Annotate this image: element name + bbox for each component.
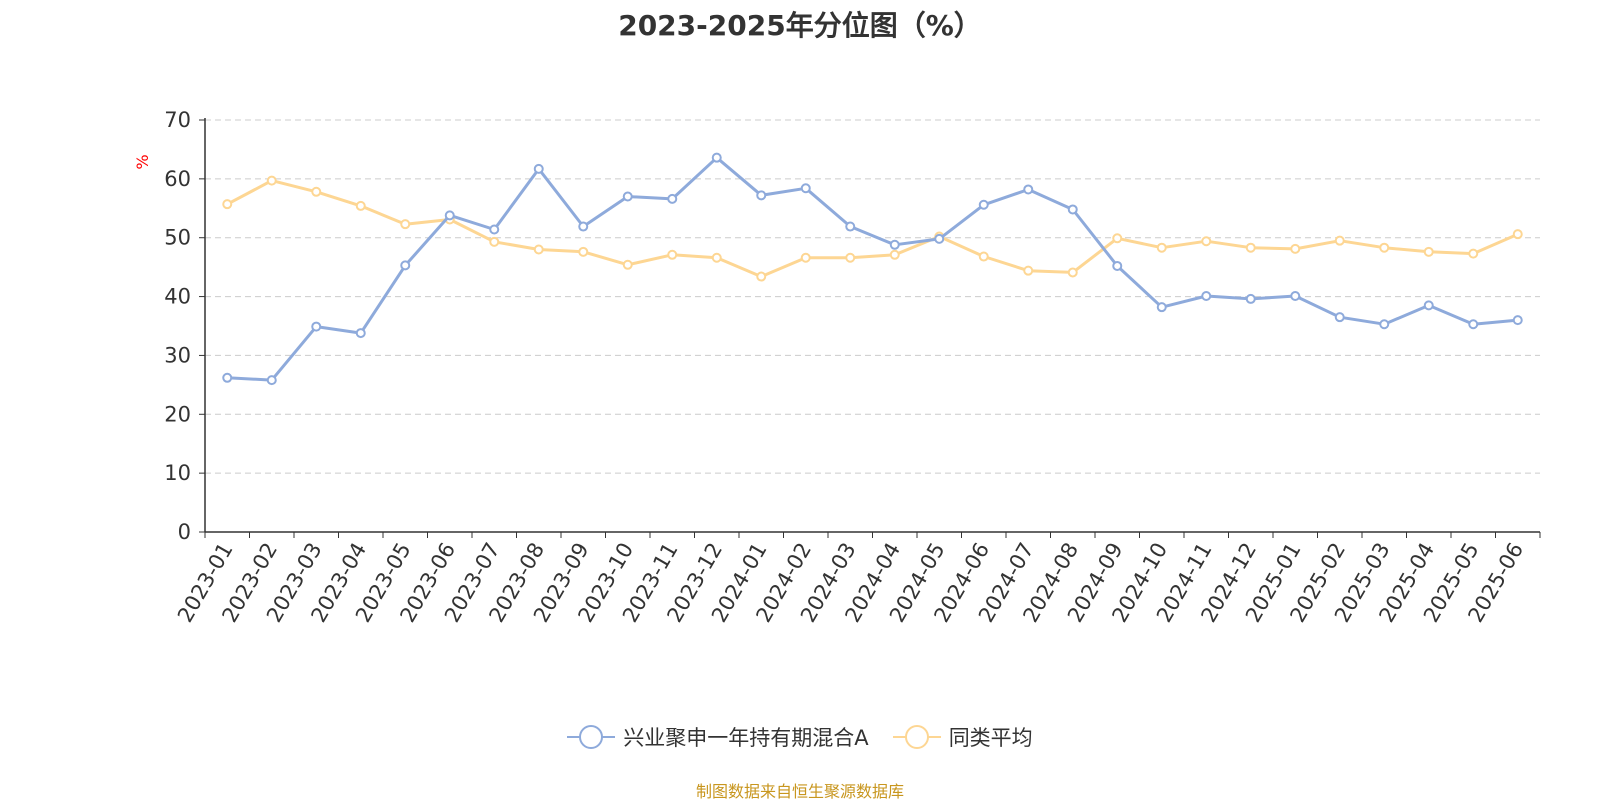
data-point-a	[845, 221, 856, 232]
data-point-a	[978, 199, 989, 210]
data-point-b	[355, 200, 366, 211]
legend-label-series-a: 兴业聚申一年持有期混合A	[623, 726, 869, 750]
data-point-a	[578, 221, 589, 232]
y-tick-label: 10	[164, 461, 191, 485]
data-point-a	[622, 191, 633, 202]
data-point-a	[533, 163, 544, 174]
data-point-a	[889, 239, 900, 250]
data-point-b	[1512, 229, 1523, 240]
data-point-b	[889, 249, 900, 260]
data-point-b	[756, 271, 767, 282]
data-point-a	[934, 233, 945, 244]
y-tick-label: 20	[164, 402, 191, 426]
data-point-a	[756, 190, 767, 201]
data-point-b	[1290, 243, 1301, 254]
data-point-b	[1379, 242, 1390, 253]
data-point-a	[1468, 319, 1479, 330]
data-point-b	[800, 252, 811, 263]
data-point-b	[489, 236, 500, 247]
data-point-b	[266, 175, 277, 186]
chart-title: 2023-2025年分位图（%）	[618, 9, 982, 42]
data-point-b	[978, 251, 989, 262]
series-line-b	[226, 179, 1519, 279]
data-point-b	[845, 252, 856, 263]
data-point-b	[622, 259, 633, 270]
data-point-a	[489, 224, 500, 235]
data-point-b	[1156, 242, 1167, 253]
data-point-b	[1245, 242, 1256, 253]
data-point-a	[1156, 302, 1167, 313]
legend-marker-series-a	[567, 725, 616, 749]
data-point-a	[311, 321, 322, 332]
data-point-a	[1067, 204, 1078, 215]
y-tick-label: 40	[164, 285, 191, 309]
data-point-b	[1023, 265, 1034, 276]
data-point-b	[1423, 246, 1434, 257]
data-point-a	[222, 372, 233, 383]
legend: 兴业聚申一年持有期混合A 同类平均	[0, 722, 1600, 752]
series-line-a	[227, 156, 1518, 382]
data-point-b	[1468, 248, 1479, 259]
data-point-a	[667, 193, 678, 204]
data-point-b	[578, 246, 589, 257]
data-point-a	[711, 152, 722, 163]
legend-label-series-b: 同类平均	[948, 726, 1033, 750]
legend-marker-series-b	[892, 725, 941, 749]
data-point-b	[711, 252, 722, 263]
data-point-b	[311, 186, 322, 197]
data-point-a	[444, 210, 455, 221]
y-tick-label: 0	[178, 520, 191, 544]
data-point-a	[1512, 315, 1523, 326]
data-point-a	[1334, 312, 1345, 323]
data-point-a	[1201, 290, 1212, 301]
data-point-a	[266, 375, 277, 386]
legend-item-series-a[interactable]: 兴业聚申一年持有期混合A	[567, 722, 869, 752]
data-point-b	[222, 199, 233, 210]
data-point-b	[1201, 236, 1212, 247]
y-tick-label: 50	[164, 226, 191, 250]
data-point-a	[400, 260, 411, 271]
y-tick-label: 30	[164, 343, 191, 367]
data-point-a	[1245, 293, 1256, 304]
data-point-b	[1067, 267, 1078, 278]
data-point-b	[1334, 235, 1345, 246]
y-tick-label: 70	[164, 108, 191, 132]
data-point-a	[355, 328, 366, 339]
data-point-b	[667, 249, 678, 260]
data-point-b	[400, 219, 411, 230]
y-axis-unit: %	[133, 154, 152, 169]
data-point-a	[800, 183, 811, 194]
data-point-b	[1112, 233, 1123, 244]
data-point-a	[1023, 184, 1034, 195]
data-point-a	[1112, 260, 1123, 271]
legend-item-series-b[interactable]: 同类平均	[892, 722, 1033, 752]
data-point-a	[1423, 300, 1434, 311]
y-tick-label: 60	[164, 167, 191, 191]
source-note: 制图数据来自恒生聚源数据库	[695, 782, 904, 801]
line-chart: 010203040506070%2023-012023-022023-03202…	[133, 108, 1541, 626]
data-point-a	[1379, 319, 1390, 330]
data-point-a	[1290, 290, 1301, 301]
data-point-b	[533, 244, 544, 255]
